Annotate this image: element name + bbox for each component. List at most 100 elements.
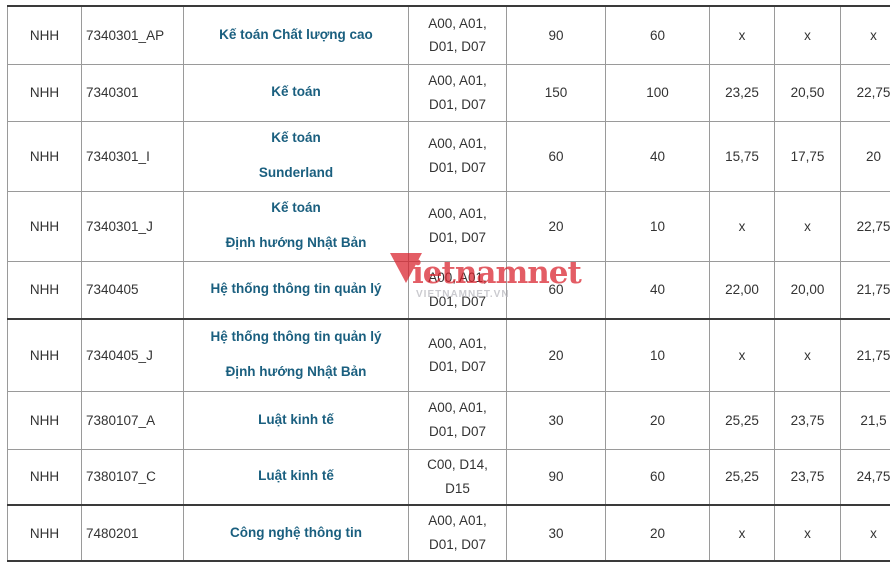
- table-row: NHH 7480201 Công nghệ thông tin A00, A01, D0…: [7, 504, 890, 562]
- subject-block-line: C00, D14,: [427, 457, 488, 473]
- cell-score-3: 21,75: [840, 260, 890, 320]
- cell-subject-blocks: A00, A01, D01, D07: [408, 260, 507, 320]
- cell-subject-blocks: A00, A01, D01, D07: [408, 120, 507, 192]
- subject-block-line: A00, A01,: [428, 270, 487, 286]
- cell-subject-blocks: A00, A01, D01, D07: [408, 5, 507, 65]
- cell-major-code: 7380107_A: [81, 390, 184, 450]
- cell-score-2: x: [774, 504, 841, 562]
- cell-quota-secondary: 40: [605, 120, 710, 192]
- cell-score-1: 25,25: [709, 448, 775, 506]
- program-name-line: Kế toán Chất lượng cao: [219, 26, 373, 42]
- table-row: NHH 7340405_J Hệ thống thông tin quản lý Đị…: [7, 318, 890, 392]
- subject-block-line: D01, D07: [428, 96, 487, 112]
- cell-score-2: 23,75: [774, 448, 841, 506]
- cell-score-2: 20,50: [774, 63, 841, 122]
- cell-subject-blocks: A00, A01, D01, D07: [408, 318, 507, 392]
- subject-block-line: D01, D07: [428, 230, 487, 245]
- cell-program-name: Công nghệ thông tin: [183, 504, 409, 562]
- cell-school-code: NHH: [7, 63, 82, 122]
- subject-block-line: D01, D07: [428, 39, 487, 55]
- table-row: NHH 7340301_I Kế toán Sunderland A00, A01, D0…: [7, 120, 890, 192]
- cell-major-code: 7380107_C: [81, 448, 184, 506]
- subject-block-line: A00, A01,: [428, 136, 487, 152]
- cell-major-code: 7340301_J: [81, 190, 184, 262]
- cell-score-1: x: [709, 318, 775, 392]
- cell-subject-blocks: A00, A01, D01, D07: [408, 504, 507, 562]
- program-name-line: Luật kinh tế: [258, 411, 334, 427]
- cell-program-name: Kế toán: [183, 63, 409, 122]
- cell-score-3: 21,5: [840, 390, 890, 450]
- program-name-line: Hệ thống thông tin quản lý: [210, 281, 382, 297]
- cell-quota-total: 150: [506, 63, 606, 122]
- cell-school-code: NHH: [7, 120, 82, 192]
- cell-score-3: 24,75: [840, 448, 890, 506]
- cell-score-3: 20: [840, 120, 890, 192]
- cell-score-3: x: [840, 504, 890, 562]
- cell-subject-blocks: A00, A01, D01, D07: [408, 390, 507, 450]
- cell-score-2: x: [774, 318, 841, 392]
- subject-block-line: A00, A01,: [428, 72, 487, 88]
- cell-school-code: NHH: [7, 5, 82, 65]
- cell-program-name: Luật kinh tế: [183, 390, 409, 450]
- cell-score-2: x: [774, 5, 841, 65]
- cell-program-name: Hệ thống thông tin quản lý: [183, 260, 409, 320]
- cell-program-name: Luật kinh tế: [183, 448, 409, 506]
- table-row: NHH 7340301 Kế toán A00, A01, D01, D07 150 100…: [7, 63, 890, 122]
- subject-block-line: A00, A01,: [428, 335, 487, 351]
- cell-program-name: Kế toán Sunderland: [183, 120, 409, 192]
- cell-quota-total: 30: [506, 504, 606, 562]
- program-name-line: Sunderland: [258, 165, 334, 180]
- cell-school-code: NHH: [7, 504, 82, 562]
- subject-block-line: D01, D07: [428, 293, 487, 309]
- cell-score-1: x: [709, 190, 775, 262]
- program-name-line: Công nghệ thông tin: [230, 524, 362, 540]
- subject-block-line: D01, D07: [428, 160, 487, 175]
- table-row: NHH 7380107_C Luật kinh tế C00, D14, D15 90 60…: [7, 448, 890, 506]
- cell-school-code: NHH: [7, 448, 82, 506]
- cell-quota-secondary: 40: [605, 260, 710, 320]
- cell-major-code: 7340301: [81, 63, 184, 122]
- subject-block-line: D01, D07: [428, 424, 487, 439]
- cell-program-name: Kế toán Chất lượng cao: [183, 5, 409, 65]
- program-name-line: Định hướng Nhật Bản: [225, 364, 367, 380]
- subject-block-line: A00, A01,: [428, 513, 487, 529]
- cell-program-name: Hệ thống thông tin quản lý Định hướng Nhậ…: [183, 318, 409, 392]
- program-name-line: Luật kinh tế: [258, 468, 334, 484]
- cell-score-1: 23,25: [709, 63, 775, 122]
- subject-block-line: A00, A01,: [428, 400, 487, 416]
- cell-major-code: 7340405: [81, 260, 184, 320]
- cell-quota-total: 60: [506, 120, 606, 192]
- subject-block-line: D15: [445, 480, 470, 496]
- cell-score-1: 25,25: [709, 390, 775, 450]
- cell-quota-secondary: 10: [605, 318, 710, 392]
- subject-block-line: D01, D07: [428, 359, 487, 375]
- table-row: NHH 7340301_J Kế toán Định hướng Nhật Bản A0…: [7, 190, 890, 262]
- cell-quota-total: 20: [506, 190, 606, 262]
- program-name-line: Hệ thống thông tin quản lý: [210, 329, 382, 345]
- cell-subject-blocks: A00, A01, D01, D07: [408, 190, 507, 262]
- admission-table: NHH 7340301_AP Kế toán Chất lượng cao A00, …: [7, 5, 890, 562]
- cell-major-code: 7340301_I: [81, 120, 184, 192]
- cell-quota-total: 90: [506, 5, 606, 65]
- table-row: NHH 7380107_A Luật kinh tế A00, A01, D01, D0…: [7, 390, 890, 450]
- cell-school-code: NHH: [7, 390, 82, 450]
- cell-major-code: 7340301_AP: [81, 5, 184, 65]
- cell-score-3: 22,75: [840, 63, 890, 122]
- cell-quota-total: 30: [506, 390, 606, 450]
- cell-school-code: NHH: [7, 190, 82, 262]
- cell-score-1: 22,00: [709, 260, 775, 320]
- cell-subject-blocks: C00, D14, D15: [408, 448, 507, 506]
- cell-score-3: 22,75: [840, 190, 890, 262]
- cell-quota-secondary: 10: [605, 190, 710, 262]
- table-row: NHH 7340301_AP Kế toán Chất lượng cao A00, …: [7, 5, 890, 65]
- cell-school-code: NHH: [7, 260, 82, 320]
- cell-score-1: x: [709, 504, 775, 562]
- cell-quota-total: 60: [506, 260, 606, 320]
- cell-quota-secondary: 100: [605, 63, 710, 122]
- cell-score-3: x: [840, 5, 890, 65]
- cell-quota-secondary: 20: [605, 504, 710, 562]
- cell-quota-total: 20: [506, 318, 606, 392]
- cell-score-2: 20,00: [774, 260, 841, 320]
- cell-score-2: 17,75: [774, 120, 841, 192]
